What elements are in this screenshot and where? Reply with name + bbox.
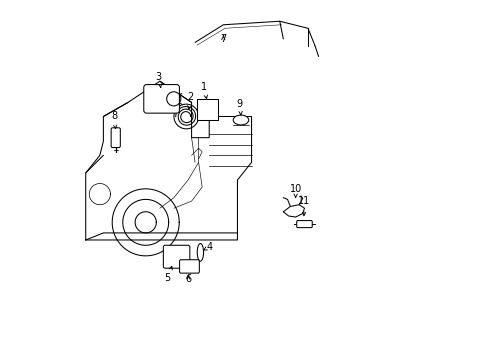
Text: 6: 6	[184, 274, 191, 284]
Text: 7: 7	[220, 34, 226, 44]
Text: 1: 1	[201, 81, 207, 99]
Text: 11: 11	[298, 196, 310, 216]
Text: 8: 8	[111, 112, 117, 129]
Ellipse shape	[233, 115, 248, 125]
Text: 5: 5	[164, 266, 172, 283]
FancyBboxPatch shape	[179, 260, 199, 273]
Text: 3: 3	[155, 72, 162, 87]
Text: 9: 9	[236, 99, 243, 115]
FancyBboxPatch shape	[296, 221, 312, 228]
Bar	[197, 99, 217, 120]
Text: 10: 10	[289, 184, 301, 197]
Text: 2: 2	[187, 92, 194, 109]
Ellipse shape	[197, 243, 203, 261]
FancyBboxPatch shape	[143, 85, 179, 113]
FancyBboxPatch shape	[111, 128, 120, 148]
Text: 4: 4	[203, 242, 212, 252]
FancyBboxPatch shape	[163, 245, 189, 268]
